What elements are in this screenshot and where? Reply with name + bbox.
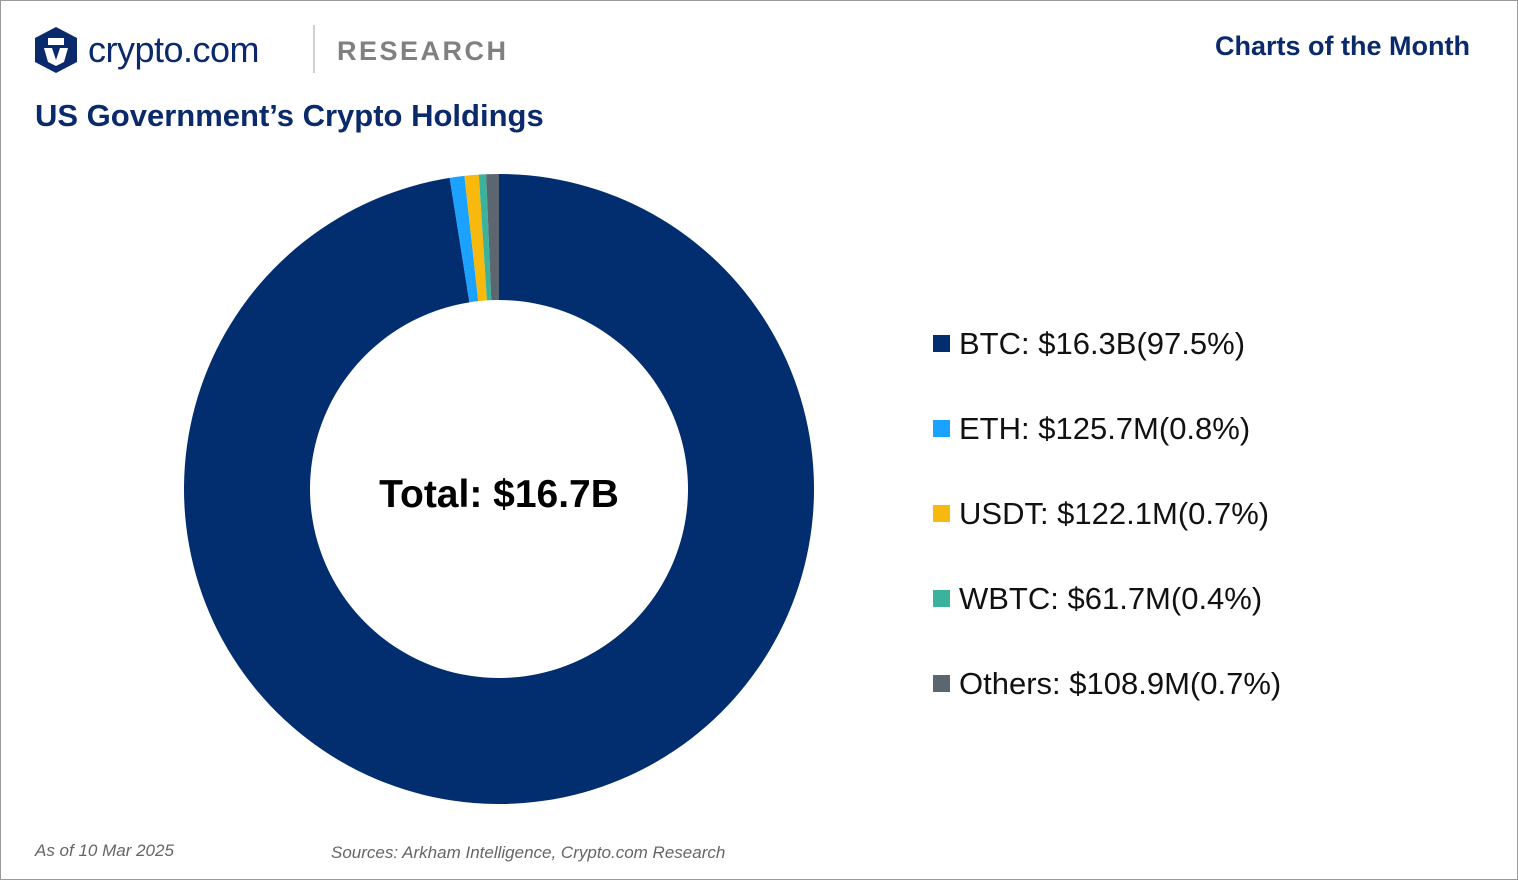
legend-label: Others: $108.9M(0.7%) <box>959 665 1282 701</box>
slice-others <box>486 174 499 301</box>
legend-swatch <box>933 675 950 692</box>
legend-swatch <box>933 590 950 607</box>
legend-item-others: Others: $108.9M(0.7%) <box>933 641 1281 726</box>
brand-name: crypto.com <box>88 29 260 70</box>
slice-btc <box>183 174 814 804</box>
sources-note: Sources: Arkham Intelligence, Crypto.com… <box>331 843 726 862</box>
header-divider <box>313 25 315 73</box>
lion-shield-icon <box>35 27 77 73</box>
legend-swatch <box>933 505 950 522</box>
legend-item-btc: BTC: $16.3B(97.5%) <box>933 301 1281 386</box>
crypto-com-logo: crypto.com <box>34 26 260 74</box>
legend-label: WBTC: $61.7M(0.4%) <box>959 580 1263 616</box>
legend: BTC: $16.3B(97.5%) ETH: $125.7M(0.8%) USDT… <box>933 301 1281 726</box>
slice-wbtc <box>478 174 492 301</box>
legend-item-wbtc: WBTC: $61.7M(0.4%) <box>933 556 1281 641</box>
legend-label: BTC: $16.3B(97.5%) <box>959 325 1246 361</box>
section-label: RESEARCH <box>337 36 509 66</box>
chart-title: US Government’s Crypto Holdings <box>35 98 544 133</box>
center-total-label: Total: $16.7B <box>379 473 619 516</box>
legend-item-eth: ETH: $125.7M(0.8%) <box>933 386 1281 471</box>
legend-label: USDT: $122.1M(0.7%) <box>959 495 1270 531</box>
slice-eth <box>449 175 479 303</box>
legend-label: ETH: $125.7M(0.8%) <box>959 410 1251 446</box>
legend-swatch <box>933 420 950 437</box>
legend-swatch <box>933 335 950 352</box>
as-of-date: As of 10 Mar 2025 <box>35 841 174 860</box>
legend-item-usdt: USDT: $122.1M(0.7%) <box>933 471 1281 556</box>
series-title: Charts of the Month <box>1215 31 1470 61</box>
slice-usdt <box>464 174 487 302</box>
donut-chart: Total: $16.7B <box>183 174 814 804</box>
